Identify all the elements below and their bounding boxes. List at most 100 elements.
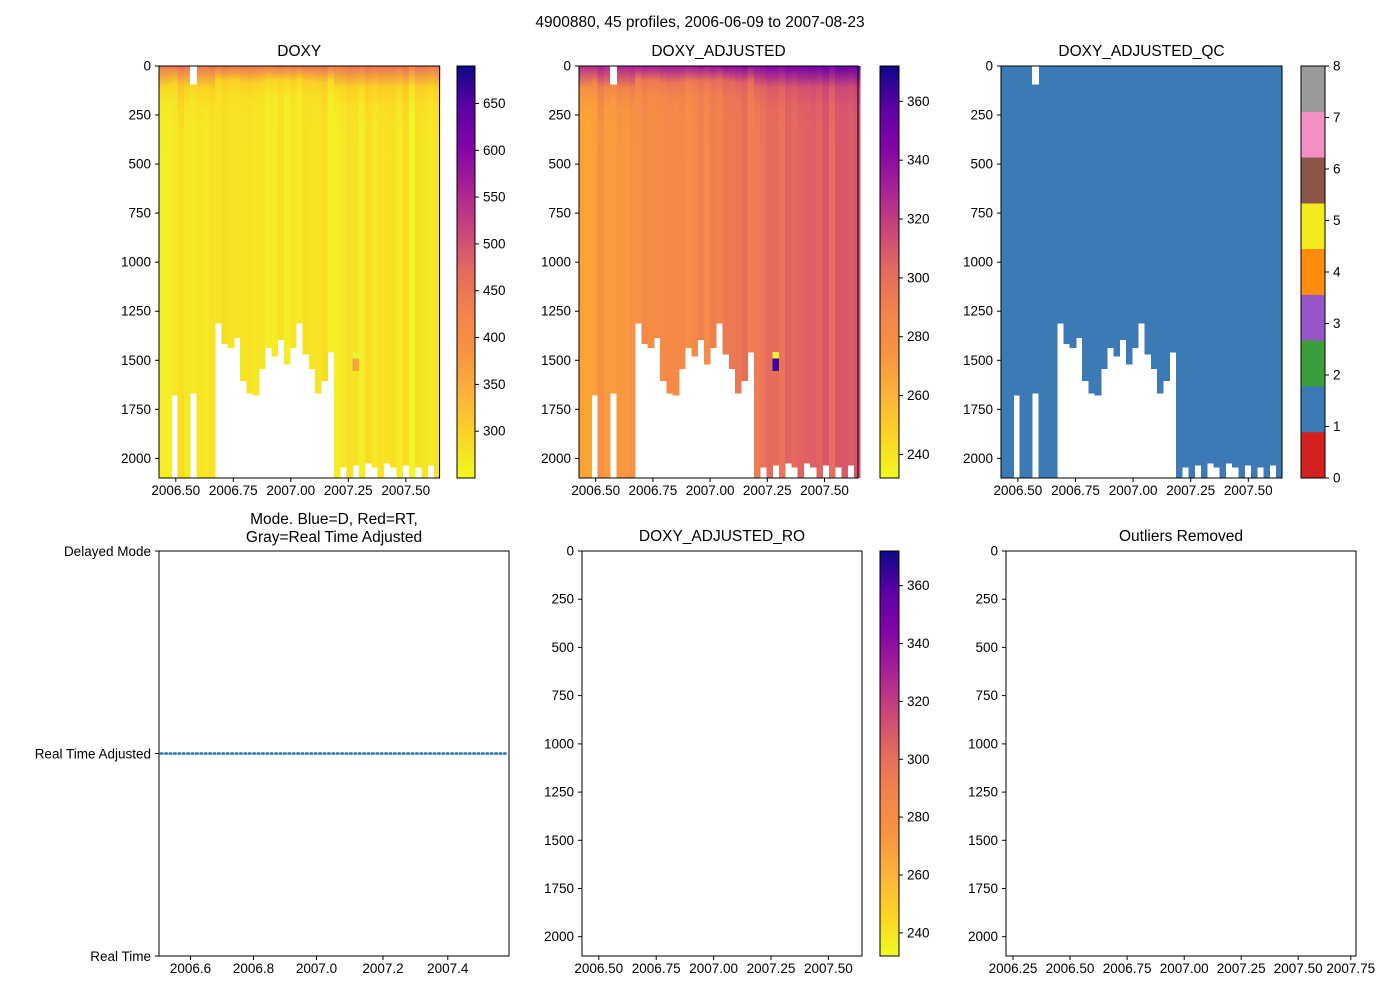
svg-text:2006.8: 2006.8 (233, 961, 274, 976)
svg-text:Gray=Real Time Adjusted: Gray=Real Time Adjusted (246, 529, 422, 546)
svg-text:1250: 1250 (121, 304, 151, 319)
svg-text:350: 350 (483, 377, 506, 392)
svg-text:250: 250 (128, 108, 151, 123)
svg-text:2006.75: 2006.75 (628, 483, 677, 498)
svg-text:2007.50: 2007.50 (1274, 961, 1323, 976)
svg-text:0: 0 (990, 544, 998, 559)
svg-text:2000: 2000 (541, 451, 571, 466)
svg-text:4: 4 (1333, 265, 1341, 280)
svg-text:5: 5 (1333, 213, 1341, 228)
svg-text:650: 650 (483, 96, 506, 111)
svg-text:2000: 2000 (963, 451, 993, 466)
svg-text:250: 250 (551, 592, 574, 607)
svg-text:1750: 1750 (544, 881, 574, 896)
svg-text:260: 260 (907, 868, 930, 883)
svg-text:1750: 1750 (968, 881, 998, 896)
svg-text:2006.50: 2006.50 (571, 483, 620, 498)
svg-text:Real Time Adjusted: Real Time Adjusted (35, 747, 151, 762)
svg-text:600: 600 (483, 143, 506, 158)
svg-text:2000: 2000 (968, 929, 998, 944)
svg-text:240: 240 (907, 925, 930, 940)
svg-text:1750: 1750 (963, 402, 993, 417)
svg-text:2007.50: 2007.50 (804, 961, 853, 976)
svg-text:2007.25: 2007.25 (1166, 483, 1215, 498)
svg-text:2006.75: 2006.75 (1103, 961, 1152, 976)
svg-text:0: 0 (563, 59, 571, 74)
svg-text:2007.4: 2007.4 (427, 961, 469, 976)
svg-text:2007.2: 2007.2 (362, 961, 403, 976)
svg-text:8: 8 (1333, 59, 1341, 74)
svg-text:0: 0 (1333, 471, 1341, 486)
svg-text:DOXY_ADJUSTED_QC: DOXY_ADJUSTED_QC (1058, 43, 1224, 60)
svg-text:280: 280 (907, 329, 930, 344)
svg-text:DOXY: DOXY (277, 43, 321, 60)
svg-text:2006.75: 2006.75 (1051, 483, 1100, 498)
svg-text:1000: 1000 (963, 255, 993, 270)
svg-text:320: 320 (907, 212, 930, 227)
svg-text:7: 7 (1333, 110, 1341, 125)
svg-text:550: 550 (483, 190, 506, 205)
svg-text:2007.25: 2007.25 (743, 483, 792, 498)
svg-text:2007.50: 2007.50 (381, 483, 430, 498)
svg-text:2007.25: 2007.25 (1217, 961, 1266, 976)
svg-text:1000: 1000 (121, 255, 151, 270)
svg-text:1500: 1500 (541, 353, 571, 368)
svg-text:400: 400 (483, 330, 506, 345)
svg-text:2007.00: 2007.00 (266, 483, 315, 498)
svg-text:Delayed Mode: Delayed Mode (64, 544, 151, 559)
svg-text:750: 750 (975, 688, 998, 703)
svg-text:750: 750 (551, 688, 574, 703)
svg-text:0: 0 (143, 59, 151, 74)
svg-text:2007.50: 2007.50 (800, 483, 849, 498)
svg-text:3: 3 (1333, 316, 1341, 331)
svg-text:2006.6: 2006.6 (170, 961, 211, 976)
svg-text:2007.00: 2007.00 (689, 961, 738, 976)
svg-text:1000: 1000 (544, 736, 574, 751)
svg-text:1500: 1500 (121, 353, 151, 368)
svg-text:500: 500 (551, 640, 574, 655)
svg-text:2006.50: 2006.50 (1046, 961, 1095, 976)
svg-text:2000: 2000 (544, 929, 574, 944)
svg-text:1500: 1500 (968, 833, 998, 848)
svg-text:300: 300 (907, 270, 930, 285)
svg-text:1250: 1250 (541, 304, 571, 319)
svg-text:1000: 1000 (968, 736, 998, 751)
svg-text:Real Time: Real Time (90, 949, 151, 964)
svg-text:2007.25: 2007.25 (747, 961, 796, 976)
svg-text:2006.25: 2006.25 (989, 961, 1038, 976)
svg-text:260: 260 (907, 388, 930, 403)
svg-text:450: 450 (483, 283, 506, 298)
svg-text:750: 750 (128, 206, 151, 221)
svg-text:500: 500 (970, 157, 993, 172)
svg-text:1750: 1750 (121, 402, 151, 417)
svg-text:2006.50: 2006.50 (993, 483, 1042, 498)
svg-text:360: 360 (907, 94, 930, 109)
svg-text:4900880, 45 profiles, 2006-06-: 4900880, 45 profiles, 2006-06-09 to 2007… (535, 14, 864, 31)
svg-text:300: 300 (483, 424, 506, 439)
svg-text:300: 300 (907, 752, 930, 767)
svg-text:0: 0 (985, 59, 993, 74)
svg-text:500: 500 (128, 157, 151, 172)
svg-text:360: 360 (907, 578, 930, 593)
svg-text:Outliers Removed: Outliers Removed (1119, 528, 1243, 545)
svg-text:2006.50: 2006.50 (151, 483, 200, 498)
svg-text:6: 6 (1333, 162, 1341, 177)
svg-text:2006.75: 2006.75 (632, 961, 681, 976)
svg-text:500: 500 (975, 640, 998, 655)
svg-text:240: 240 (907, 447, 930, 462)
svg-text:2007.00: 2007.00 (686, 483, 735, 498)
svg-text:1000: 1000 (541, 255, 571, 270)
svg-text:2007.50: 2007.50 (1224, 483, 1273, 498)
svg-text:2007.00: 2007.00 (1109, 483, 1158, 498)
svg-text:2007.25: 2007.25 (324, 483, 373, 498)
svg-text:750: 750 (548, 206, 571, 221)
svg-text:250: 250 (970, 108, 993, 123)
svg-text:0: 0 (566, 544, 574, 559)
svg-text:2007.00: 2007.00 (1160, 961, 1209, 976)
svg-text:2006.50: 2006.50 (574, 961, 623, 976)
svg-text:500: 500 (548, 157, 571, 172)
svg-text:2007.75: 2007.75 (1326, 961, 1375, 976)
svg-text:1250: 1250 (544, 785, 574, 800)
svg-text:500: 500 (483, 236, 506, 251)
svg-text:1250: 1250 (968, 785, 998, 800)
